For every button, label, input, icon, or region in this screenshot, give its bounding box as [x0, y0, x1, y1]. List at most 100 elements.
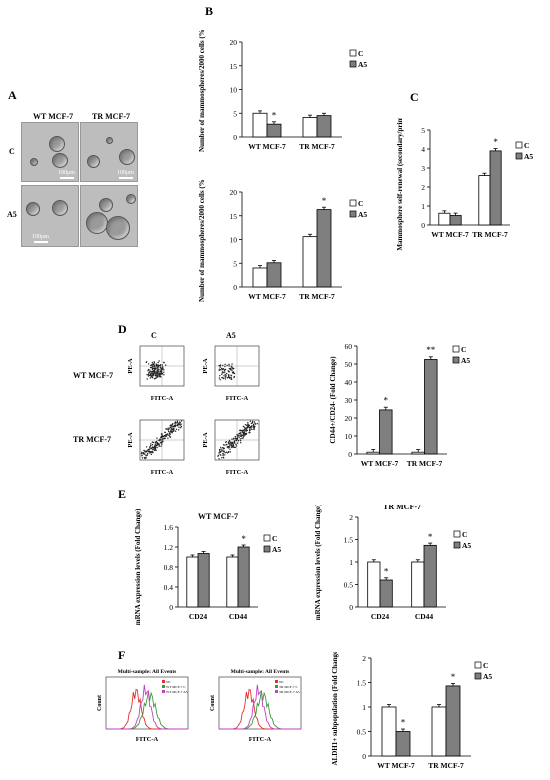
event-dot [256, 423, 258, 425]
event-dot [154, 449, 156, 452]
y-axis-label: ALDH1+ subpopulation (Fold Change) [331, 652, 339, 766]
event-dot [217, 455, 219, 457]
y-tick-label: 0.4 [164, 583, 174, 592]
d-row-label-wt: WT MCF-7 [73, 371, 114, 380]
event-dot [246, 429, 248, 431]
event-dot [238, 436, 240, 438]
event-dot [173, 425, 175, 427]
event-dot [248, 431, 250, 434]
event-dot [233, 375, 236, 378]
event-dot [237, 442, 239, 444]
event-dot [165, 428, 167, 430]
event-dot [168, 428, 170, 431]
event-dot [159, 438, 162, 441]
significance-mark: * [322, 196, 327, 206]
event-dot [168, 432, 170, 434]
event-dot [155, 363, 157, 365]
event-dot [151, 444, 154, 446]
event-dot [247, 424, 249, 426]
legend-label: WT MCF-7 A5 [166, 690, 188, 694]
event-dot [222, 452, 224, 455]
bar-a5 [489, 150, 502, 226]
bar-a5 [379, 579, 393, 608]
event-dot [156, 367, 158, 369]
event-dot [152, 370, 154, 372]
event-dot [223, 447, 225, 449]
event-dot [180, 420, 183, 422]
event-dot [221, 457, 223, 459]
event-dot [176, 425, 179, 427]
event-dot [151, 367, 154, 370]
event-dot [149, 452, 151, 454]
event-dot [218, 377, 221, 379]
event-dot [146, 378, 148, 380]
event-dot [178, 423, 181, 425]
event-dot [172, 423, 174, 425]
bar-c [252, 267, 268, 288]
event-dot [150, 443, 152, 445]
x-tick-label: TR MCF-7 [407, 459, 443, 468]
event-dot [229, 451, 232, 453]
event-dot [175, 428, 178, 430]
event-dot [237, 436, 239, 438]
event-dot [149, 371, 151, 373]
micrograph-tr-a5 [80, 185, 138, 247]
event-dot [163, 371, 165, 373]
event-dot [232, 444, 235, 446]
y-tick-label: 30 [345, 396, 353, 405]
event-dot [178, 426, 180, 428]
event-dot [161, 433, 163, 435]
legend-label-c: C [462, 530, 467, 539]
legend-swatch-c [349, 199, 357, 207]
bar-c [226, 556, 239, 608]
event-dot [159, 440, 161, 442]
event-dot [152, 373, 155, 376]
event-dot [219, 364, 222, 366]
event-dot [233, 438, 235, 440]
x-axis-label: FITC-A [151, 469, 174, 476]
significance-mark: * [493, 137, 498, 147]
micrograph-wt-c: 100μm [21, 122, 79, 182]
x-axis-label: FITC-A [226, 469, 249, 476]
event-dot [147, 452, 149, 455]
event-dot [223, 369, 225, 371]
event-dot [180, 425, 183, 428]
event-dot [169, 431, 172, 433]
event-dot [163, 361, 165, 363]
event-dot [230, 441, 232, 443]
event-dot [163, 374, 165, 376]
y-axis-label: PE-A [127, 432, 134, 447]
event-dot [143, 450, 145, 452]
event-dot [239, 440, 242, 442]
event-dot [228, 439, 231, 442]
event-dot [231, 438, 233, 440]
bar-a5 [395, 731, 411, 757]
event-dot [239, 429, 241, 431]
event-dot [146, 374, 148, 376]
event-dot [223, 451, 225, 453]
event-dot [231, 446, 233, 449]
event-dot [156, 376, 158, 378]
event-dot [159, 366, 162, 369]
event-dot [162, 438, 165, 440]
event-dot [221, 372, 223, 374]
event-dot [225, 451, 228, 453]
event-dot [251, 428, 253, 430]
event-dot [225, 374, 227, 376]
legend-swatch [162, 685, 165, 688]
event-dot [230, 444, 232, 446]
y-tick-label: 3 [421, 164, 425, 173]
event-dot [151, 377, 154, 379]
y-tick-label: 0 [421, 221, 425, 230]
event-dot [148, 450, 151, 452]
event-dot [158, 360, 160, 362]
event-dot [161, 435, 163, 437]
event-dot [242, 437, 245, 439]
legend-swatch-a5 [452, 356, 460, 364]
y-tick-label: 0.5 [357, 728, 367, 737]
event-dot [150, 444, 152, 447]
bar-c [478, 175, 491, 226]
event-dot [159, 364, 161, 367]
chart-b-bottom: 0 5 10 15 20 Number of mammospheres/2000 cell… [198, 180, 367, 302]
significance-mark: * [401, 718, 406, 728]
